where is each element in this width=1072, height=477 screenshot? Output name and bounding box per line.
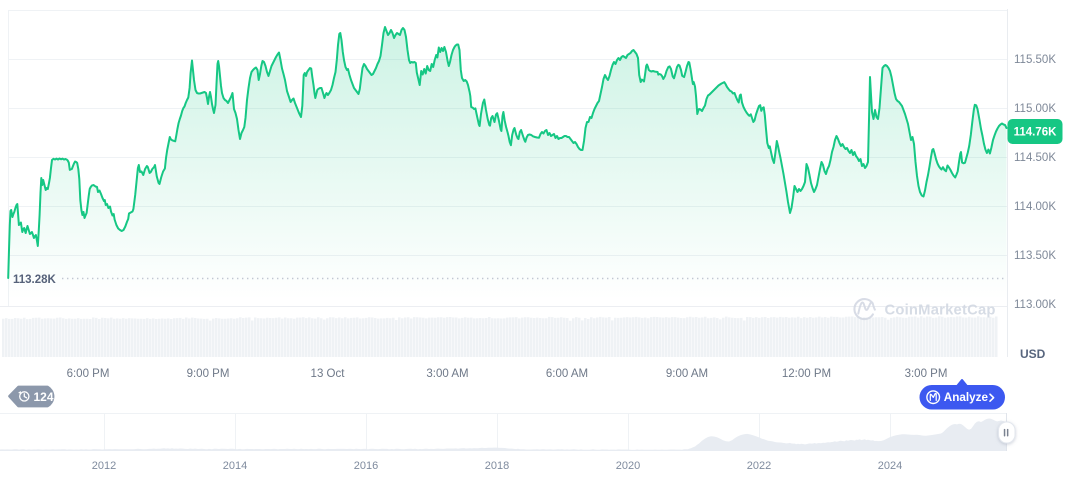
svg-text:9:00 PM: 9:00 PM	[187, 368, 230, 380]
svg-text:Analyze: Analyze	[944, 391, 989, 404]
svg-text:2016: 2016	[354, 460, 378, 472]
svg-text:124: 124	[34, 390, 54, 404]
svg-text:114.76K: 114.76K	[1014, 127, 1058, 139]
svg-text:3:00 PM: 3:00 PM	[905, 368, 948, 380]
svg-text:3:00 AM: 3:00 AM	[426, 368, 468, 380]
svg-text:2022: 2022	[747, 460, 771, 472]
svg-text:114.50K: 114.50K	[1014, 152, 1056, 164]
svg-text:115.50K: 115.50K	[1014, 54, 1056, 66]
svg-text:6:00 AM: 6:00 AM	[546, 368, 588, 380]
svg-text:113.50K: 113.50K	[1014, 250, 1056, 262]
svg-text:2012: 2012	[92, 460, 116, 472]
svg-text:CoinMarketCap: CoinMarketCap	[885, 303, 996, 319]
svg-text:114.00K: 114.00K	[1014, 201, 1056, 213]
svg-text:115.00K: 115.00K	[1014, 103, 1056, 115]
svg-text:6:00 PM: 6:00 PM	[67, 368, 110, 380]
svg-text:2014: 2014	[223, 460, 247, 472]
svg-text:113.00K: 113.00K	[1014, 299, 1056, 311]
svg-text:12:00 PM: 12:00 PM	[782, 368, 831, 380]
svg-text:USD: USD	[1020, 347, 1046, 361]
svg-text:2020: 2020	[616, 460, 640, 472]
svg-text:2018: 2018	[485, 460, 509, 472]
svg-text:2024: 2024	[878, 460, 902, 472]
svg-text:9:00 AM: 9:00 AM	[666, 368, 708, 380]
svg-text:113.28K: 113.28K	[13, 274, 57, 286]
svg-text:13 Oct: 13 Oct	[311, 368, 346, 380]
